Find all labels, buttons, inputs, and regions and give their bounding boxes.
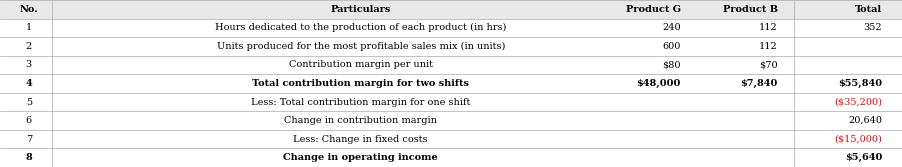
Text: 600: 600 [663,42,681,51]
Text: 112: 112 [759,42,778,51]
Text: 352: 352 [863,23,882,32]
Bar [0,93,902,111]
Text: 6: 6 [26,116,32,125]
Text: Units produced for the most profitable sales mix (in units): Units produced for the most profitable s… [216,42,505,51]
Text: $70: $70 [759,60,778,69]
Text: Total: Total [855,5,882,14]
Text: Change in contribution margin: Change in contribution margin [284,116,437,125]
Text: $55,840: $55,840 [838,79,882,88]
Bar [0,19,902,37]
Bar [0,37,902,56]
Bar [0,0,902,19]
Text: 112: 112 [759,23,778,32]
Bar [0,111,902,130]
Text: Less: Total contribution margin for one shift: Less: Total contribution margin for one … [251,98,471,107]
Text: 3: 3 [26,60,32,69]
Bar [0,130,902,148]
Text: $48,000: $48,000 [637,79,681,88]
Text: ($15,000): ($15,000) [834,135,882,144]
Text: No.: No. [20,5,38,14]
Text: ($35,200): ($35,200) [834,98,882,107]
Text: 1: 1 [26,23,32,32]
Text: 5: 5 [26,98,32,107]
Text: 20,640: 20,640 [848,116,882,125]
Text: Contribution margin per unit: Contribution margin per unit [289,60,433,69]
Text: $7,840: $7,840 [741,79,778,88]
Bar [0,56,902,74]
Text: Change in operating income: Change in operating income [283,153,438,162]
Text: Hours dedicated to the production of each product (in hrs): Hours dedicated to the production of eac… [215,23,507,32]
Text: $5,640: $5,640 [845,153,882,162]
Text: $80: $80 [662,60,681,69]
Text: 8: 8 [25,153,32,162]
Text: Product B: Product B [723,5,778,14]
Text: 4: 4 [25,79,32,88]
Text: 7: 7 [26,135,32,144]
Text: Particulars: Particulars [331,5,391,14]
Text: Less: Change in fixed costs: Less: Change in fixed costs [293,135,428,144]
Text: Total contribution margin for two shifts: Total contribution margin for two shifts [253,79,469,88]
Text: 240: 240 [662,23,681,32]
Text: Product G: Product G [626,5,681,14]
Text: 2: 2 [26,42,32,51]
Bar [0,148,902,167]
Bar [0,74,902,93]
